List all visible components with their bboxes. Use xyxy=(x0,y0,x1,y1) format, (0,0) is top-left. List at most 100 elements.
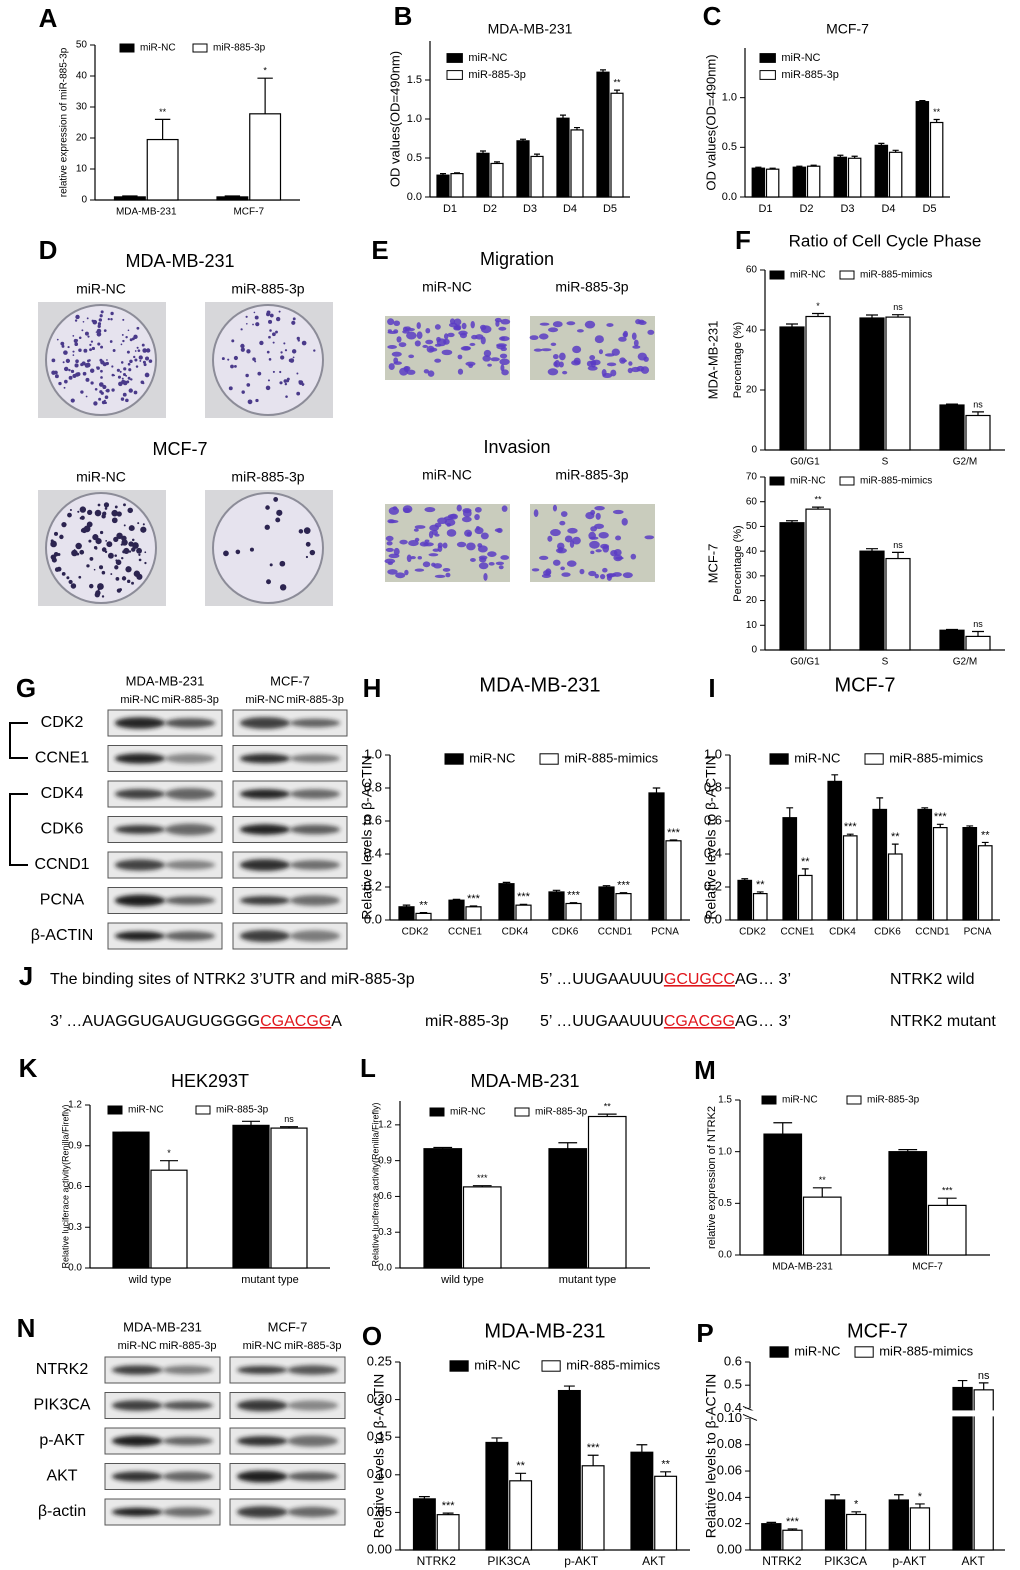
y-tick-label: 0.8 xyxy=(704,779,722,794)
x-tick-label: D5 xyxy=(922,203,936,215)
colony xyxy=(92,319,98,325)
colony xyxy=(121,377,124,380)
colony xyxy=(279,381,283,385)
colony xyxy=(67,512,72,518)
protein-label: β-ACTIN xyxy=(31,927,94,944)
bar xyxy=(737,879,753,921)
bar xyxy=(939,404,965,451)
y-axis-label: Relative levels to β-ACTIN xyxy=(359,755,375,919)
error-bar xyxy=(892,551,904,559)
y-tick-label: 1.5 xyxy=(407,74,422,86)
colony xyxy=(99,358,103,362)
colony xyxy=(303,527,311,534)
bar xyxy=(581,1465,605,1551)
sequence-prefix: 3’ …AUAGGUGAUGUGGGG xyxy=(50,1013,260,1030)
cell xyxy=(458,330,468,336)
cell xyxy=(490,357,500,362)
bar xyxy=(654,1475,678,1551)
colony xyxy=(103,329,107,333)
colony xyxy=(94,547,98,550)
y-axis-label: Percentage (%) xyxy=(732,322,744,398)
cell xyxy=(589,355,596,361)
error-bar xyxy=(600,69,606,73)
sequence-suffix: AG… 3’ xyxy=(735,971,791,988)
x-tick-label: wild type xyxy=(440,1274,484,1286)
cell xyxy=(612,509,624,515)
cell xyxy=(410,556,416,560)
legend-swatch xyxy=(541,1360,561,1372)
cell xyxy=(543,570,551,576)
axis-break xyxy=(751,1410,1006,1417)
colony xyxy=(233,355,238,361)
bar xyxy=(761,1523,782,1551)
y-tick-label: 0.4 xyxy=(704,845,722,860)
error-bar xyxy=(981,841,989,846)
cell xyxy=(621,518,628,526)
cell xyxy=(474,506,482,513)
cell xyxy=(477,545,488,553)
y-tick-label: 20 xyxy=(76,133,88,144)
bar xyxy=(509,1480,533,1551)
colony xyxy=(309,549,316,556)
colony xyxy=(70,398,75,403)
colony xyxy=(137,349,141,353)
cell xyxy=(461,322,467,330)
colony xyxy=(98,565,104,570)
colony xyxy=(125,398,129,403)
bracket xyxy=(9,793,28,866)
colony xyxy=(61,344,65,348)
cell xyxy=(540,348,552,352)
legend-swatch xyxy=(769,476,785,486)
sequence-prefix: 5’ …UUGAAUUU xyxy=(540,1013,664,1030)
colony xyxy=(78,575,82,579)
x-tick-label: AKT xyxy=(642,1554,666,1568)
y-tick-label: 10 xyxy=(746,620,758,631)
colony xyxy=(89,557,94,561)
bar xyxy=(476,152,490,198)
colony xyxy=(285,395,288,398)
colony xyxy=(77,510,80,513)
colony xyxy=(99,390,103,394)
error-bar xyxy=(915,1503,925,1508)
bar xyxy=(436,174,450,198)
blot-band xyxy=(162,1365,214,1375)
colony xyxy=(301,383,305,386)
cell xyxy=(628,361,633,366)
x-tick-label: wild type xyxy=(128,1274,172,1286)
y-tick-label: 20 xyxy=(746,385,758,396)
blot-band xyxy=(236,1506,288,1518)
colony xyxy=(99,314,103,318)
panel-letter: M xyxy=(694,1055,716,1085)
error-bar xyxy=(786,807,794,818)
chart-title: MDA-MB-231 xyxy=(470,1071,579,1091)
bar xyxy=(270,1127,308,1269)
cell xyxy=(393,320,401,327)
bar xyxy=(779,326,805,451)
error-bar xyxy=(786,520,798,523)
sequence-name: NTRK2 wild xyxy=(890,971,974,988)
colony xyxy=(142,523,145,526)
legend-swatch xyxy=(539,753,559,765)
colony xyxy=(268,335,271,339)
cell xyxy=(618,336,627,342)
x-tick-label: S xyxy=(882,657,889,668)
legend-label: miR-885-3p xyxy=(535,1107,588,1118)
colony xyxy=(89,368,95,373)
error-bar xyxy=(494,161,500,164)
cell xyxy=(589,536,599,540)
error-bar xyxy=(957,1379,968,1388)
cell xyxy=(388,363,395,370)
x-tick-label: MDA-MB-231 xyxy=(772,1262,833,1273)
bar xyxy=(112,1131,150,1269)
colony xyxy=(105,388,110,393)
y-tick-label: 0 xyxy=(751,445,757,456)
y-tick-label: 0.0 xyxy=(704,911,722,926)
significance-label: * xyxy=(854,1499,859,1511)
blot-band xyxy=(287,1435,339,1447)
cell xyxy=(387,519,395,524)
significance-label: ** xyxy=(819,1175,827,1185)
y-tick-label: 0.10 xyxy=(717,1410,742,1425)
legend-swatch xyxy=(192,43,208,53)
significance-label: ** xyxy=(604,1101,612,1111)
colony xyxy=(278,310,281,313)
